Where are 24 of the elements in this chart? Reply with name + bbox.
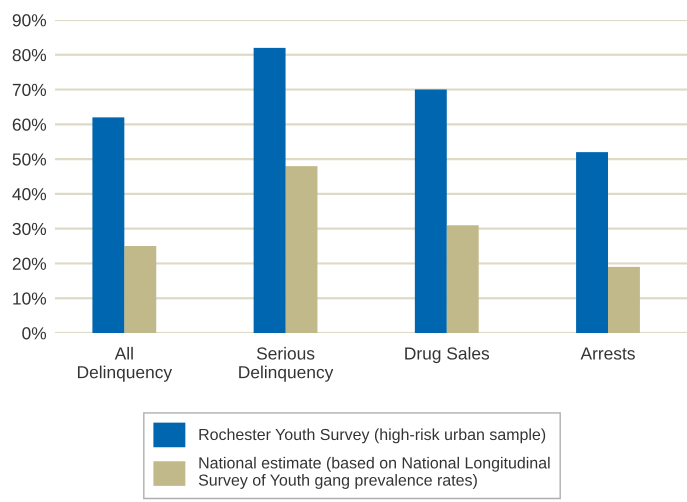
legend-label: Rochester Youth Survey (high-risk urban sample) xyxy=(199,428,546,444)
bar xyxy=(286,166,318,333)
y-tick-label: 50% xyxy=(12,153,46,166)
bar xyxy=(92,117,124,333)
y-tick-label: 0% xyxy=(22,327,46,340)
x-tick-label: Serious Delinquency xyxy=(239,346,334,382)
y-tick-label: 40% xyxy=(12,188,46,200)
bar xyxy=(254,48,286,333)
bar xyxy=(124,246,156,333)
y-tick-label: 10% xyxy=(13,292,46,305)
y-tick-label: 90% xyxy=(12,14,46,26)
legend-label: National estimate (based on National Longitudinal Survey of Youth gang prevalence rates) xyxy=(198,456,550,489)
y-tick-label: 80% xyxy=(12,48,46,62)
bar xyxy=(576,152,608,333)
y-tick-label: 70% xyxy=(12,84,46,96)
y-tick-label: 20% xyxy=(12,258,46,270)
bar xyxy=(608,266,640,333)
bar xyxy=(414,90,447,333)
x-tick-label: Arrests xyxy=(580,348,635,360)
x-tick-label: All Delinquency xyxy=(78,346,172,382)
y-tick-label: 60% xyxy=(12,118,46,131)
x-tick-label: Drug Sales xyxy=(405,346,490,364)
bar xyxy=(446,225,479,333)
y-tick-label: 30% xyxy=(12,222,46,236)
